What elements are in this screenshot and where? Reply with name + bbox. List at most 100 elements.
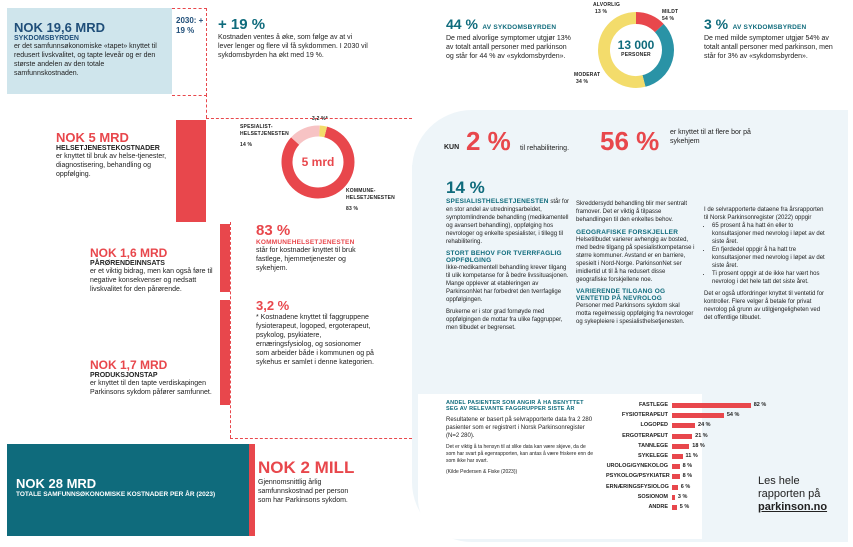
col3-bullets: 65 prosent å ha hatt én eller to konsult… xyxy=(704,222,828,286)
severity-left-text: De med alvorlige symptomer utgjør 13% av… xyxy=(446,35,571,60)
severity-donut xyxy=(598,12,674,88)
seg-mild-label: MILDT xyxy=(662,9,679,15)
rehab-text2: er knyttet til at flere bor på sykehjem xyxy=(670,129,751,145)
health-lbl-spes-pct: 14 % xyxy=(240,142,253,148)
total-panel xyxy=(7,444,249,536)
bar-chart: FASTLEGE 82 % FYSIOTERAPEUT 54 % LOGOPED 24 %… xyxy=(606,402,776,514)
growth-text: Kostnaden ventes å øke, som følge av at … xyxy=(218,34,368,59)
top-left-block: NOK 19,6 MRD SYKDOMSBYRDEN er det samfun… xyxy=(14,20,174,78)
bar-category-label: FASTLEGE xyxy=(638,402,668,408)
seg-alvorlig-label: ALVORLIG xyxy=(593,2,621,8)
mid-content-panel xyxy=(412,165,848,405)
produksjon-subtitle: PRODUKSJONSTAP xyxy=(90,372,158,379)
rehab-pct2: 56 % xyxy=(600,126,660,156)
bar-mark xyxy=(672,464,680,470)
rehab-pct: 2 % xyxy=(466,126,511,156)
bar-mark xyxy=(672,413,724,419)
bar-mark xyxy=(672,443,690,449)
col1-label: SPESIALISTHELSETJENESTEN xyxy=(446,198,549,205)
col3-text: I de selvrapporterte dataene fra årsrapp… xyxy=(704,207,824,221)
bar-category-label: FYSIOTERAPEUT xyxy=(621,412,668,419)
dashed-line-3 xyxy=(230,222,231,438)
col2-text2: Helsetilbudet varierer avhengig av boste… xyxy=(576,237,695,283)
health-lbl-komm: KOMMUNE-HELSETJENESTEN xyxy=(346,188,395,201)
health-donut-segment xyxy=(319,125,328,138)
severity-donut-segment xyxy=(598,12,646,88)
bar-value-label: 3 % xyxy=(677,493,688,500)
bar-panel xyxy=(418,394,702,539)
bar-panel-source: (Kilde Pedersen & Fiske (2023)) xyxy=(446,469,518,475)
dashed-line-2 xyxy=(206,118,412,119)
col2-head2: GEOGRAFISKE FORSKJELLER xyxy=(576,229,679,236)
bar-mark xyxy=(672,423,696,429)
bar-panel-text: ANDEL PASIENTER SOM ANGIR Å HA BENYTTET … xyxy=(446,400,596,476)
severity-donut-segment xyxy=(642,23,674,87)
kommune-label: KOMMUNEHELSETJENESTEN xyxy=(256,239,355,246)
dashed-line-4 xyxy=(230,438,412,439)
col3-bullet: 65 prosent å ha hatt én eller to konsult… xyxy=(712,222,828,246)
bar-mark xyxy=(672,454,683,459)
health-lbl-spes: SPESIALIST-HELSETJENESTEN xyxy=(240,124,289,137)
bar-value-label: 11 % xyxy=(685,453,698,459)
footer-link[interactable]: parkinson.no xyxy=(758,501,828,513)
top-left-title: NOK 19,6 MRD xyxy=(14,20,106,35)
mill-text: Gjennomsnittlig årlig samfunnskostnad pe… xyxy=(258,479,349,504)
health-donut-center: 5 mrd xyxy=(301,155,335,169)
seg-mild-pct: 54 % xyxy=(662,16,675,22)
rehab-kun: KUN xyxy=(444,144,460,151)
footer-line2: rapporten på xyxy=(758,488,821,500)
severity-donut-segment xyxy=(635,12,664,33)
seg-alvorlig-pct: 13 % xyxy=(595,9,608,15)
bar-mark xyxy=(672,433,693,439)
red-bar-paaror xyxy=(220,224,230,292)
col1: 14 % SPESIALISTHELSETJENESTEN står for e… xyxy=(446,178,570,332)
other-block: 3,2 % * Kostnadene knyttet til faggruppe… xyxy=(256,298,376,367)
bar-category-label: UROLOG/GYNEKOLOG xyxy=(606,463,668,470)
health-subtitle: HELSETJENESTEKOSTNADER xyxy=(56,145,160,152)
col1-text3: Brukerne er i stor grad fornøyde med opp… xyxy=(446,309,563,331)
other-pct: 3,2 % xyxy=(256,298,290,313)
footer-block: Les hele rapporten på parkinson.no xyxy=(758,475,848,514)
paaror-subtitle: PÅRØRENDEINNSATS xyxy=(90,260,165,267)
col3-bullet: En fjerdedel oppgir å ha hatt tre konsul… xyxy=(712,246,828,270)
bar-mark xyxy=(672,484,678,490)
col1-text: står for en stor andel av utredningsarbe… xyxy=(446,199,570,245)
col3-text2: Det er også utfordringer knyttet til ven… xyxy=(704,291,825,321)
health-donut-segment xyxy=(281,126,355,199)
severity-right-label: AV SYKDOMSBYRDEN xyxy=(732,24,807,31)
severity-left-label: AV SYKDOMSBYRDEN xyxy=(482,24,557,31)
bar-value-label: 8 % xyxy=(682,463,693,470)
other-text: * Kostnadene knyttet til faggruppene fys… xyxy=(256,314,374,366)
total-title: NOK 28 MRD xyxy=(16,476,97,491)
bar-category-label: SOSIONOM xyxy=(637,493,668,500)
bar-mark xyxy=(672,505,677,510)
bar-value-label: 54 % xyxy=(726,412,740,419)
health-lbl-small: 3,2 %* xyxy=(312,116,328,122)
bar-panel-title: ANDEL PASIENTER SOM ANGIR Å HA BENYTTET … xyxy=(446,400,584,412)
col2-head3: VARIERENDE TILGANG OG VENTETID PÅ NEVROL… xyxy=(576,288,666,302)
col2-text3: Personer med Parkinsons sykdom skal mott… xyxy=(576,303,694,325)
col2-text: Skreddersydd behandling blir mer sentral… xyxy=(576,201,688,223)
severity-left-pct: 44 % xyxy=(446,16,478,32)
paaror-block: NOK 1,6 MRD PÅRØRENDEINNSATS er et vikti… xyxy=(90,246,218,294)
red-bar-produksjon xyxy=(220,300,230,405)
produksjon-title: NOK 1,7 MRD xyxy=(90,358,168,372)
footer-line1: Les hele xyxy=(758,475,800,487)
severity-donut-unit: PERSONER xyxy=(621,52,651,58)
dashed-line-1 xyxy=(206,94,207,118)
kommune-block: 83 % KOMMUNEHELSETJENESTEN står for kost… xyxy=(256,222,376,273)
health-block: NOK 5 MRD HELSETJENESTEKOSTNADER er knyt… xyxy=(56,130,174,179)
paaror-text: er et viktig bidrag, men kan også føre t… xyxy=(90,268,213,293)
kommune-pct: 83 % xyxy=(256,222,291,239)
paaror-title: NOK 1,6 MRD xyxy=(90,246,168,260)
bar-category-label: PSYKOLOG/PSYKIATER xyxy=(606,473,670,480)
rehab-block: KUN 2 % til rehabilitering. 56 % er knyt… xyxy=(444,126,844,158)
top-left-subtitle: SYKDOMSBYRDEN xyxy=(14,35,79,42)
produksjon-block: NOK 1,7 MRD PRODUKSJONSTAP er knyttet ti… xyxy=(90,358,218,397)
rehab-text: til rehabilitering. xyxy=(520,145,570,152)
bar-category-label: LOGOPED xyxy=(640,422,668,429)
bar-mark xyxy=(672,494,675,500)
seg-moderat-label: MODERAT xyxy=(574,72,601,78)
bar-value-label: 5 % xyxy=(679,504,690,510)
health-title: NOK 5 MRD xyxy=(56,130,129,145)
